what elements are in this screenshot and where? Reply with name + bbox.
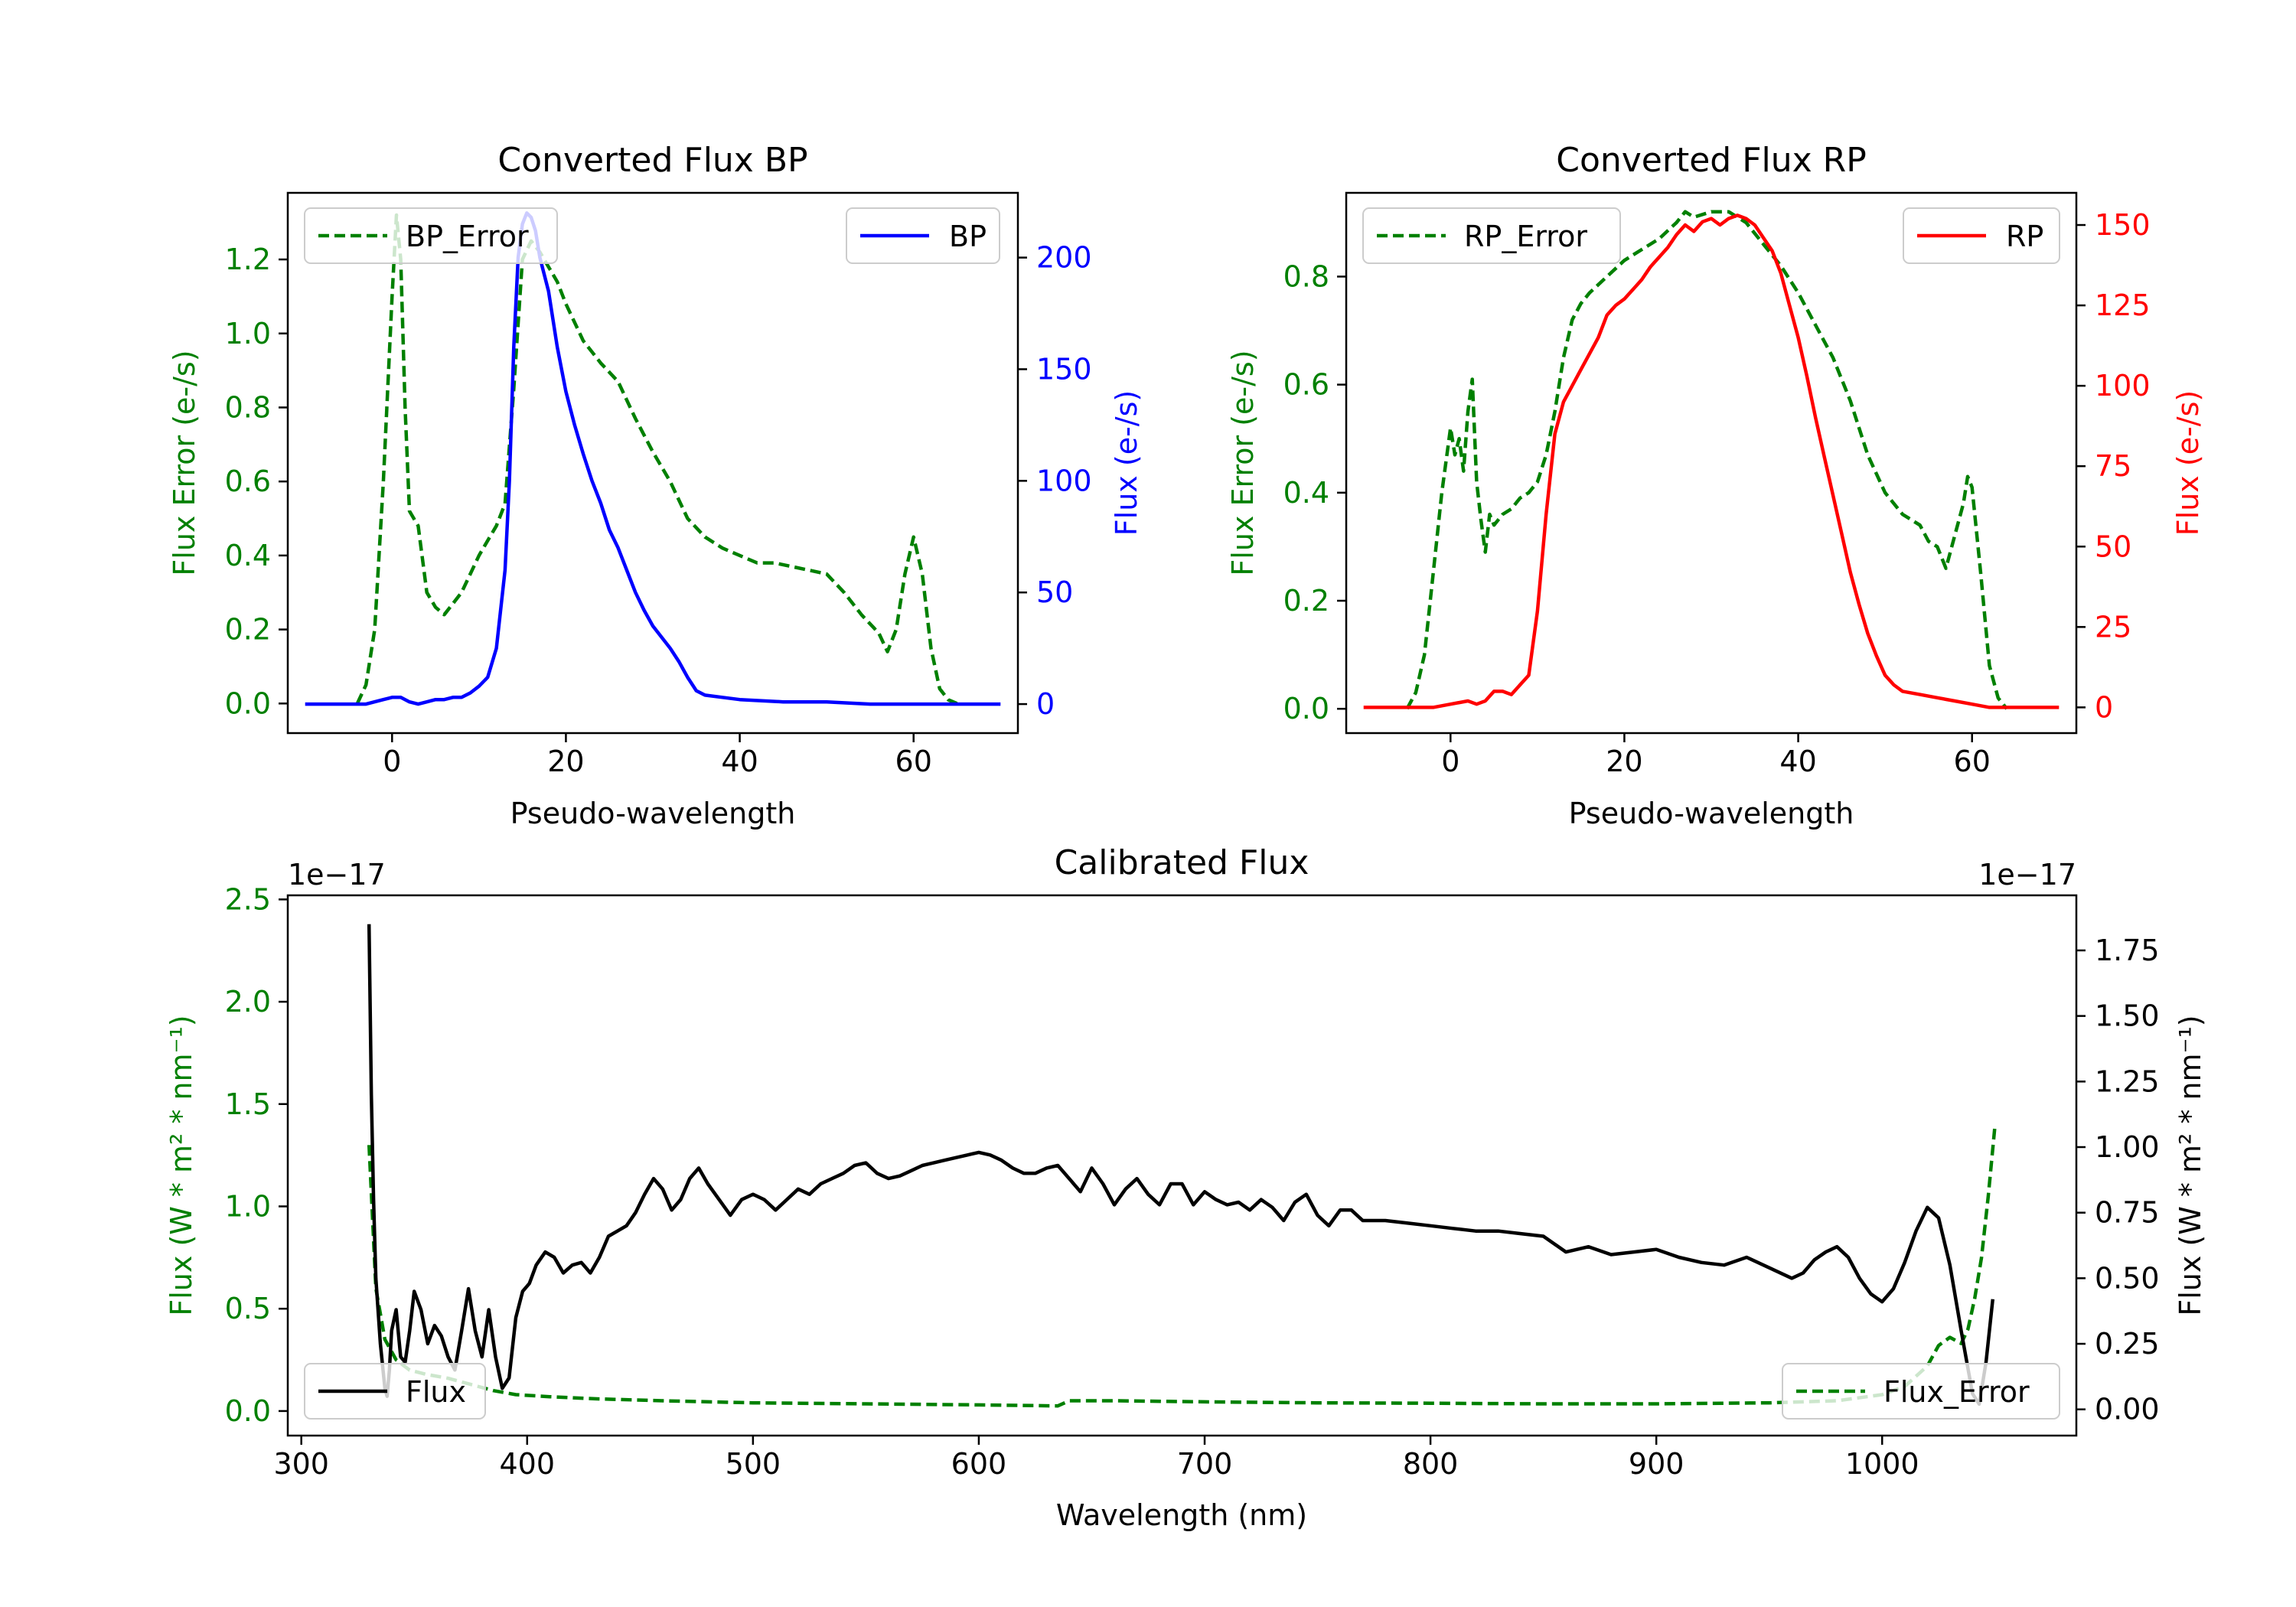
calibrated-right-y-tick-label: 0.75: [2095, 1196, 2160, 1230]
rp-x-tick-label: 20: [1606, 745, 1642, 778]
rp-x-axis-label: Pseudo-wavelength: [1569, 797, 1854, 830]
calibrated-right-offset-label: 1e−17: [1978, 858, 2076, 892]
bp-x-tick-label: 20: [547, 745, 584, 778]
bp-legend-flux-label: BP: [949, 220, 987, 253]
calibrated-right-y-tick-label: 1.75: [2095, 934, 2160, 967]
calibrated-left-y-tick-label: 2.5: [225, 882, 271, 916]
calibrated-x-tick-label: 600: [951, 1447, 1007, 1481]
rp-right-y-tick-label: 125: [2095, 288, 2151, 322]
calibrated-series-flux: [367, 924, 1995, 1407]
bp-right-y-tick-label: 50: [1036, 575, 1073, 609]
rp-right-y-tick-label: 25: [2095, 610, 2131, 644]
rp-right-y-tick-label: 100: [2095, 369, 2151, 403]
calibrated-x-tick-label: 500: [726, 1447, 781, 1481]
calibrated-x-tick-label: 1000: [1845, 1447, 1919, 1481]
rp-left-y-tick-label: 0.2: [1283, 584, 1329, 618]
bp-left-axis-label: Flux Error (e-/s): [168, 350, 201, 575]
bp-left-y-tick-label: 0.0: [225, 686, 271, 720]
bp-right-y-tick-label: 150: [1036, 352, 1092, 386]
calibrated-x-tick-label: 800: [1403, 1447, 1459, 1481]
calibrated-x-axis-label: Wavelength (nm): [1056, 1498, 1307, 1532]
bp-legend-error-label: BP_Error: [406, 220, 529, 253]
calibrated-legend-error-label: Flux_Error: [1883, 1375, 2030, 1409]
rp-right-y-tick-label: 0: [2095, 690, 2113, 724]
bp-x-tick-label: 0: [383, 745, 401, 778]
bp-right-y-tick-label: 0: [1036, 687, 1055, 721]
calibrated-chart-title: Calibrated Flux: [1055, 843, 1309, 882]
calibrated-left-y-tick-label: 0.0: [225, 1394, 271, 1428]
bp-axes-frame: [286, 191, 1019, 735]
bp-series-bp: [305, 211, 1001, 706]
bp-x-tick-label: 60: [895, 745, 932, 778]
rp-left-y-tick-label: 0.4: [1283, 476, 1329, 510]
bp-x-tick-label: 40: [721, 745, 758, 778]
rp-chart: 0 20 40 60 0.0 0.2 0.4 0.6 0.8 0 25 50 75 100 125 150 C…: [1226, 141, 2205, 830]
rp-chart-title: Converted Flux RP: [1556, 141, 1867, 180]
bp-left-y-tick-label: 0.4: [225, 539, 271, 572]
bp-chart-title: Converted Flux BP: [497, 141, 807, 180]
bp-right-y-tick-label: 100: [1036, 464, 1092, 497]
bp-chart: 0 20 40 60 0.0 0.2 0.4 0.6 0.8 1.0 1.2 0 50 100 150 200…: [168, 141, 1143, 830]
bp-right-y-tick-label: 200: [1036, 241, 1092, 275]
calibrated-axes-frame: [286, 894, 2078, 1437]
calibrated-legend-error: Flux_Error: [1782, 1363, 2060, 1420]
calibrated-x-tick-label: 700: [1177, 1447, 1233, 1481]
bp-left-y-tick-label: 1.2: [225, 243, 271, 276]
calibrated-right-y-tick-label: 1.00: [2095, 1130, 2160, 1164]
rp-x-tick-label: 0: [1441, 745, 1459, 778]
calibrated-right-y-tick-label: 0.00: [2095, 1393, 2160, 1426]
calibrated-legend-flux: Flux: [304, 1363, 486, 1420]
rp-left-axis-label: Flux Error (e-/s): [1226, 350, 1260, 575]
calibrated-chart: 300 400 500 600 700 800 900 1000 0.0 0.5 1.0 1.5 2.0…: [165, 843, 2207, 1532]
rp-legend-flux-label: RP: [2006, 220, 2043, 253]
rp-right-y-tick-label: 150: [2095, 208, 2151, 242]
rp-left-y-tick-label: 0.0: [1283, 692, 1329, 725]
rp-right-y-tick-label: 75: [2095, 449, 2131, 483]
bp-left-y-tick-label: 0.8: [225, 390, 271, 424]
rp-left-y-tick-label: 0.8: [1283, 259, 1329, 293]
bp-legend-error: BP_Error: [304, 207, 558, 264]
calibrated-left-y-tick-label: 1.0: [225, 1189, 271, 1223]
calibrated-x-tick-label: 300: [273, 1447, 329, 1481]
bp-right-axis-label: Flux (e-/s): [1110, 390, 1143, 536]
bp-left-y-tick-label: 0.2: [225, 613, 271, 647]
rp-right-axis-label: Flux (e-/s): [2171, 390, 2205, 536]
bp-legend-flux: BP: [846, 207, 1000, 264]
calibrated-x-tick-label: 900: [1629, 1447, 1684, 1481]
calibrated-right-y-tick-label: 0.25: [2095, 1327, 2160, 1361]
bp-left-y-tick-label: 1.0: [225, 317, 271, 350]
bp-left-y-tick-label: 0.6: [225, 464, 271, 498]
rp-left-y-tick-label: 0.6: [1283, 368, 1329, 402]
calibrated-left-offset-label: 1e−17: [288, 858, 386, 892]
calibrated-right-y-tick-label: 1.50: [2095, 999, 2160, 1033]
rp-right-y-tick-label: 50: [2095, 530, 2131, 563]
bp-x-axis-label: Pseudo-wavelength: [510, 797, 796, 830]
rp-series-rp: [1363, 214, 2060, 709]
bp-series-bp-error: [355, 213, 958, 706]
calibrated-right-y-tick-label: 1.25: [2095, 1064, 2160, 1098]
rp-legend-error-label: RP_Error: [1464, 220, 1587, 253]
rp-x-tick-label: 60: [1954, 745, 1991, 778]
rp-legend-flux: RP: [1903, 207, 2060, 264]
calibrated-legend-flux-label: Flux: [406, 1375, 466, 1409]
rp-legend-error: RP_Error: [1362, 207, 1621, 264]
calibrated-x-tick-label: 400: [500, 1447, 556, 1481]
calibrated-left-y-tick-label: 2.0: [225, 985, 271, 1019]
rp-series-rp-error: [1405, 210, 2008, 710]
rp-x-tick-label: 40: [1779, 745, 1816, 778]
calibrated-right-y-tick-label: 0.50: [2095, 1261, 2160, 1295]
rp-axes-frame: [1345, 191, 2078, 735]
calibrated-left-axis-label: Flux (W * m² * nm⁻¹): [165, 1015, 198, 1315]
calibrated-left-y-tick-label: 0.5: [225, 1292, 271, 1325]
calibrated-left-y-tick-label: 1.5: [225, 1087, 271, 1121]
calibrated-right-axis-label: Flux (W * m² * nm⁻¹): [2174, 1015, 2207, 1315]
